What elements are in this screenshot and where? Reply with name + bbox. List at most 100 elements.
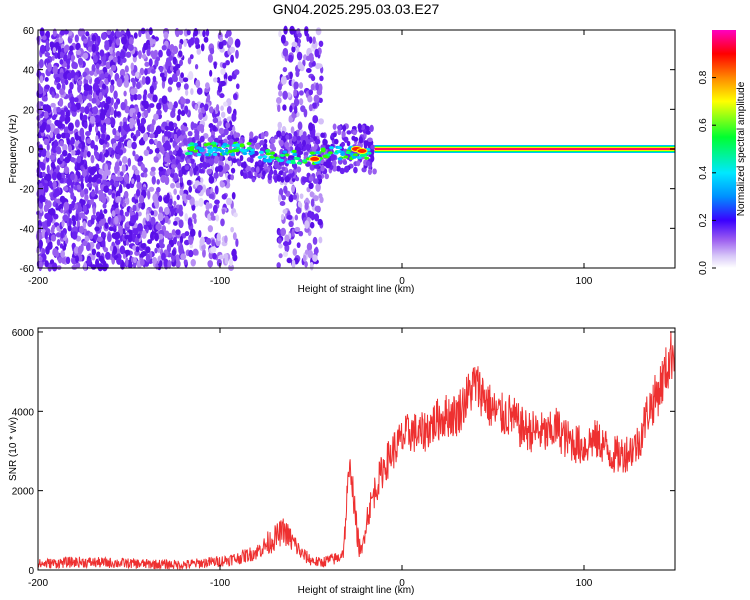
spectrogram-cell [302,159,308,163]
spectrogram-cell [170,110,176,119]
spectrogram-cell [281,194,287,201]
spectrogram-cell [173,133,178,140]
spectrogram-cell [279,158,285,163]
spectrogram-cell [248,152,254,156]
spectrogram-cell [65,58,71,65]
spectrogram-cell [135,246,140,253]
spectrogram-cell [113,102,119,110]
spectrogram-cell [318,236,323,244]
spectrogram-cell [315,183,321,192]
spectrogram-cell [353,166,358,174]
spectrogram-cell [337,157,343,161]
spectrogram-cell [289,105,293,113]
spectrogram-cell [71,61,77,69]
spectrogram-cell [45,200,52,209]
spectrogram-cell [311,102,317,109]
spectrogram-cell [109,85,114,94]
spectrogram-cell [70,173,75,181]
spectrogram-cell [64,117,69,125]
spectrogram-cell [278,90,283,97]
spectrogram-cell [102,203,107,209]
spectrogram-cell [230,167,236,174]
spectrogram-cell [80,199,86,206]
spectrogram-cell [72,218,77,227]
spectrogram-cell [205,201,210,211]
spectrogram-cell [43,110,49,119]
spectrogram-cell [163,230,170,239]
spectrogram-cell [91,248,97,256]
spectrogram-cell [298,90,304,96]
spectrogram-cell [73,185,78,191]
spectrogram-cell [166,243,172,253]
spectrogram-cell [288,220,294,228]
spectrogram-cell [202,30,206,38]
spectrogram-cell [121,156,128,164]
spectrogram-cell [318,193,323,199]
spectrogram-cell [104,41,110,51]
spectrogram-cell [322,138,327,145]
spectrogram-cell [133,32,138,39]
spectrogram-cell [149,85,155,94]
spectrogram-signal [184,141,675,166]
spectrogram-cell [207,168,213,175]
spectrogram-cell [220,218,225,227]
spectrogram-cell [71,200,76,209]
spectrogram-cell [105,111,111,118]
spectrogram-x-tick-label: 0 [399,276,405,287]
spectrogram-cell [283,185,288,195]
spectrogram-cell [64,79,69,86]
spectrogram-cell [59,51,64,59]
spectrogram-cell [68,218,72,226]
spectrogram-cell [215,104,220,112]
spectrogram-cell [178,29,184,36]
spectrogram-cell [278,243,283,249]
spectrogram-cell [121,202,127,208]
spectrogram-cell [163,31,169,39]
spectrogram-cell [84,193,89,202]
spectrogram-cell [282,251,289,257]
spectrogram-cell [221,193,227,200]
spectrogram-cell [98,168,104,175]
spectrogram-cell [280,213,285,221]
spectrogram-cell [63,201,70,211]
spectrogram-cell [219,181,225,188]
spectrogram-cell [69,96,75,103]
spectrogram-cell [156,109,162,116]
spectrogram-cell [148,103,155,109]
spectrogram-cell [291,259,296,269]
spectrogram-cell [104,163,109,173]
spectrogram-cell [208,106,214,114]
spectrogram-cell [291,45,296,53]
spectrogram-cell [218,41,224,50]
spectrogram-cell [39,125,45,133]
spectrogram-cell [293,98,300,107]
spectrogram-cell [54,188,61,197]
spectrogram-cell [257,155,263,159]
spectrogram-cell [83,90,89,97]
spectrogram-cell [351,155,357,159]
spectrogram-cell [135,71,140,78]
spectrogram-cell [103,263,108,269]
spectrogram-cell [330,153,335,162]
spectrogram-cell [221,152,227,156]
spectrogram-cell [296,166,302,173]
spectrogram-cell [154,247,158,254]
spectrogram-cell [291,177,296,183]
spectrogram-cell [318,118,324,125]
spectrogram-cell [91,64,96,73]
spectrogram-cell [52,65,58,75]
spectrogram-cell [144,61,150,67]
spectrogram-cell [192,123,198,129]
spectrogram-cell [124,211,130,217]
spectrogram-cell [119,136,125,143]
spectrogram-cell [254,142,261,150]
spectrogram-cell [241,148,247,153]
spectrogram-cell [215,214,220,222]
spectrogram-cell [61,219,65,228]
spectrogram-cell [358,136,363,144]
spectrogram-cell [293,88,298,97]
spectrogram-cell [200,177,204,184]
spectrogram-cell [76,149,81,156]
spectrogram-cell [71,150,76,156]
